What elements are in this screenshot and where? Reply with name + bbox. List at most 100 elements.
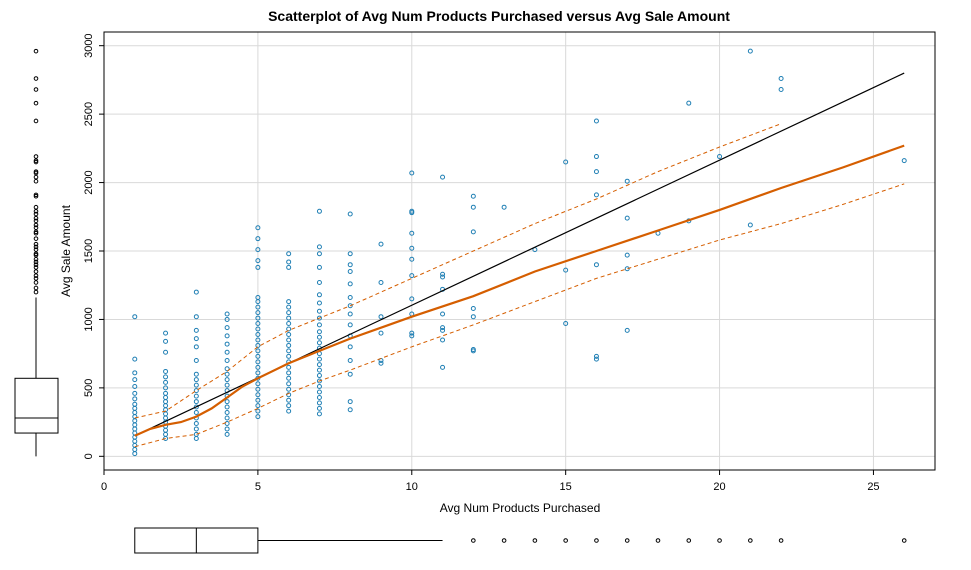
y-box-outlier: [33, 273, 39, 278]
data-point: [563, 159, 569, 165]
data-points: [132, 48, 907, 457]
data-point: [747, 222, 753, 228]
data-point: [316, 300, 322, 306]
y-box: [14, 377, 59, 434]
smooth-upper-band: [134, 123, 782, 419]
data-point: [347, 303, 353, 309]
data-point: [193, 336, 199, 342]
data-point: [286, 364, 292, 370]
data-point: [163, 379, 169, 385]
data-point: [132, 446, 138, 452]
data-point: [163, 338, 169, 344]
x-box-outlier: [594, 538, 599, 543]
y-box-outlier: [33, 259, 39, 265]
data-point: [686, 100, 692, 106]
data-point: [193, 327, 199, 333]
data-point: [316, 329, 322, 335]
data-point: [132, 418, 138, 424]
data-point: [193, 436, 199, 442]
data-point: [255, 408, 261, 414]
data-point: [316, 334, 322, 340]
data-point: [316, 384, 322, 390]
data-point: [163, 390, 169, 396]
y-box-outlier: [33, 87, 39, 92]
y-box-outlier: [33, 48, 39, 54]
data-point: [409, 230, 415, 236]
data-point: [193, 410, 199, 416]
data-point: [316, 315, 322, 321]
y-box-outlier: [33, 241, 39, 247]
data-point: [347, 281, 353, 287]
data-point: [224, 404, 230, 410]
data-point: [193, 426, 199, 432]
data-point: [132, 384, 138, 390]
data-point: [778, 76, 784, 82]
data-point: [193, 393, 199, 399]
data-point: [286, 370, 292, 376]
data-point: [717, 154, 723, 160]
data-point: [316, 400, 322, 406]
data-point: [440, 327, 446, 333]
data-point: [347, 322, 353, 328]
data-point: [224, 420, 230, 426]
data-point: [316, 279, 322, 285]
data-point: [316, 378, 322, 384]
y-axis: 0 500 1000 1500 2000 2500 3000: [83, 33, 104, 459]
y-box-outlier: [33, 204, 39, 210]
data-point: [286, 326, 292, 332]
y-box-outlier: [33, 158, 39, 163]
x-box-outlier: [655, 538, 661, 543]
data-point: [286, 408, 292, 414]
data-point: [286, 299, 292, 305]
data-point: [409, 333, 415, 339]
data-point: [286, 264, 292, 270]
data-point: [378, 360, 384, 366]
data-point: [132, 438, 138, 444]
data-point: [316, 208, 322, 214]
data-point: [132, 377, 138, 383]
data-point: [409, 256, 415, 262]
data-point: [193, 371, 199, 377]
data-point: [132, 396, 138, 402]
y-tick-label: 2000: [83, 170, 95, 194]
data-point: [193, 382, 199, 388]
data-point: [224, 341, 230, 347]
data-point: [440, 325, 446, 331]
data-point: [286, 342, 292, 348]
data-point: [316, 394, 322, 400]
y-tick-label: 500: [83, 379, 95, 397]
data-point: [440, 271, 446, 277]
data-point: [255, 225, 261, 231]
data-point: [286, 259, 292, 265]
data-point: [347, 311, 353, 317]
data-point: [255, 321, 261, 327]
data-point: [563, 321, 569, 327]
y-box-outlier: [33, 265, 39, 270]
y-tick-label: 0: [83, 453, 95, 459]
x-box-outlier: [901, 538, 907, 543]
data-point: [316, 373, 322, 379]
data-point: [501, 204, 507, 210]
data-point: [778, 86, 784, 92]
data-point: [316, 367, 322, 373]
x-tick-label: 15: [560, 481, 572, 493]
data-point: [224, 325, 230, 331]
data-point: [163, 368, 169, 374]
data-point: [286, 353, 292, 359]
data-point: [347, 344, 353, 350]
data-point: [224, 426, 230, 432]
data-point: [286, 403, 292, 409]
data-point: [409, 296, 415, 302]
x-box-outlier: [471, 538, 476, 543]
data-point: [224, 410, 230, 416]
smooth-lower-band: [134, 183, 905, 448]
data-point: [255, 295, 261, 301]
data-point: [163, 374, 169, 380]
data-point: [440, 337, 446, 343]
data-point: [193, 404, 199, 410]
data-point: [132, 426, 138, 432]
data-point: [224, 399, 230, 405]
data-point: [132, 314, 138, 320]
data-point: [347, 358, 353, 363]
